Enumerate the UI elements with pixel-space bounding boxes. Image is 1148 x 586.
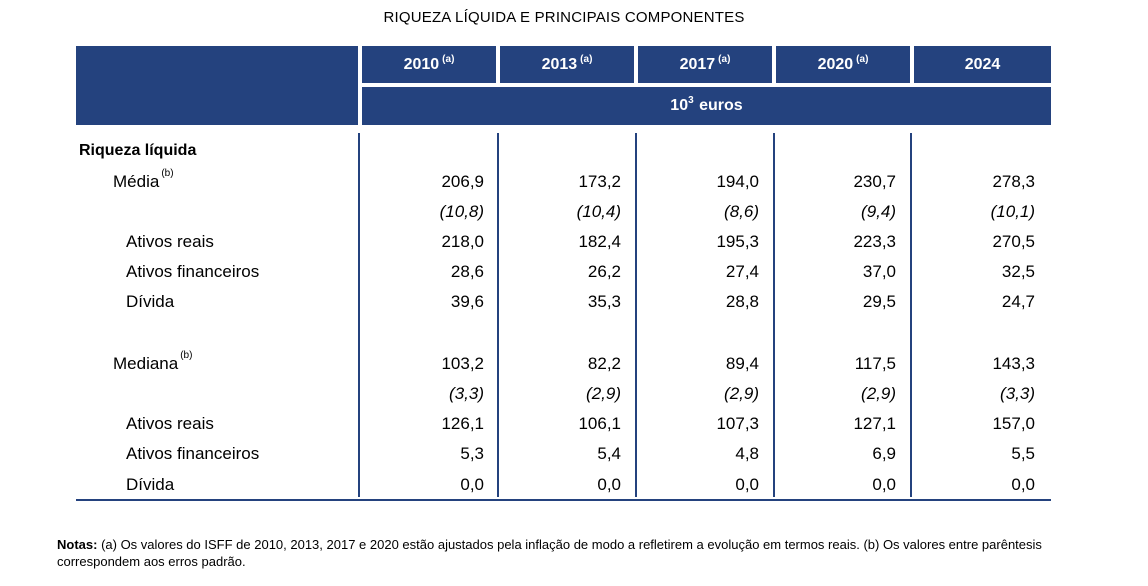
table-cell: 89,4 bbox=[725, 354, 759, 373]
table-cell: (2,9) bbox=[861, 384, 896, 403]
table-cell: 126,1 bbox=[441, 414, 484, 433]
column-year: 2010 bbox=[403, 55, 440, 73]
table-cell: 0,0 bbox=[1011, 475, 1035, 494]
table-cell: 194,0 bbox=[716, 172, 759, 191]
unit-exponent: 3 bbox=[688, 94, 694, 106]
table-cell: (9,4) bbox=[861, 202, 896, 221]
column-year: 2017 bbox=[679, 55, 716, 73]
column-note: (a) bbox=[856, 54, 869, 65]
row-label: Dívida bbox=[126, 292, 175, 311]
row-label: Ativos financeiros bbox=[126, 444, 260, 463]
table-cell: (3,3) bbox=[1000, 384, 1035, 403]
table-cell: 29,5 bbox=[862, 292, 896, 311]
row-label: Ativos reais bbox=[126, 232, 214, 251]
table-cell: 270,5 bbox=[992, 232, 1035, 251]
table-cell: 37,0 bbox=[862, 262, 896, 281]
table-cell: 117,5 bbox=[854, 354, 896, 373]
table-cell: 195,3 bbox=[716, 232, 759, 251]
section-title: Riqueza líquida bbox=[79, 142, 197, 159]
column-note: (a) bbox=[580, 54, 593, 65]
table-cell: 0,0 bbox=[872, 475, 896, 494]
table-cell: 0,0 bbox=[460, 475, 484, 494]
row-note: (b) bbox=[161, 168, 174, 180]
table-bottom-border bbox=[76, 499, 1051, 501]
table-cell: 107,3 bbox=[716, 414, 759, 433]
table-cell: 218,0 bbox=[441, 232, 484, 251]
table-cell: (10,8) bbox=[439, 202, 484, 221]
table-cell: 230,7 bbox=[853, 172, 896, 191]
table-cell: (10,4) bbox=[576, 202, 621, 221]
row-label-media: Média (b) bbox=[113, 168, 174, 192]
table-cell: 0,0 bbox=[735, 475, 759, 494]
unit-header: 10 3 euros bbox=[362, 87, 1051, 125]
table-cell: 27,4 bbox=[725, 262, 759, 281]
table-cell: 39,6 bbox=[450, 292, 484, 311]
column-year: 2020 bbox=[817, 55, 854, 73]
row-note: (b) bbox=[180, 350, 193, 362]
row-label-mediana: Mediana (b) bbox=[113, 350, 192, 374]
table-cell: 4,8 bbox=[735, 444, 759, 463]
column-divider bbox=[910, 133, 912, 497]
column-divider bbox=[773, 133, 775, 497]
table-cell: (2,9) bbox=[724, 384, 759, 403]
table-cell: 28,6 bbox=[450, 262, 484, 281]
row-label: Ativos reais bbox=[126, 414, 214, 433]
notes-prefix: Notas: bbox=[57, 537, 98, 552]
table-cell: 278,3 bbox=[992, 172, 1035, 191]
column-divider bbox=[358, 133, 360, 497]
table-cell: 5,5 bbox=[1011, 444, 1035, 463]
table-cell: 5,4 bbox=[597, 444, 621, 463]
table-cell: 82,2 bbox=[587, 354, 621, 373]
table-title: RIQUEZA LÍQUIDA E PRINCIPAIS COMPONENTES bbox=[383, 9, 745, 26]
header-corner-cell bbox=[76, 46, 358, 125]
column-header-2024: 2024 bbox=[914, 46, 1051, 83]
column-header-2020: 2020 (a) bbox=[776, 46, 910, 83]
table-cell: (8,6) bbox=[724, 202, 759, 221]
column-note: (a) bbox=[718, 54, 731, 65]
table-cell: 127,1 bbox=[853, 414, 896, 433]
table-cell: 182,4 bbox=[578, 232, 621, 251]
table-cell: 173,2 bbox=[578, 172, 621, 191]
table-cell: (2,9) bbox=[586, 384, 621, 403]
row-label: Ativos financeiros bbox=[126, 262, 260, 281]
notes-text: (a) Os valores do ISFF de 2010, 2013, 20… bbox=[57, 537, 1042, 569]
table-cell: 35,3 bbox=[587, 292, 621, 311]
column-header-2013: 2013 (a) bbox=[500, 46, 634, 83]
unit-label: euros bbox=[699, 97, 743, 114]
column-divider bbox=[497, 133, 499, 497]
table-cell: (3,3) bbox=[449, 384, 484, 403]
table-cell: 0,0 bbox=[597, 475, 621, 494]
table-cell: 143,3 bbox=[992, 354, 1035, 373]
column-note: (a) bbox=[442, 54, 455, 65]
table-cell: 106,1 bbox=[578, 414, 621, 433]
table-cell: 103,2 bbox=[441, 354, 484, 373]
table-cell: 206,9 bbox=[441, 172, 484, 191]
table-cell: 24,7 bbox=[1001, 292, 1035, 311]
column-year: 2013 bbox=[541, 55, 578, 73]
table-cell: 157,0 bbox=[992, 414, 1035, 433]
table-cell: (10,1) bbox=[990, 202, 1035, 221]
column-year: 2024 bbox=[964, 55, 1001, 73]
table-cell: 5,3 bbox=[460, 444, 484, 463]
table-cell: 32,5 bbox=[1001, 262, 1035, 281]
table-cell: 223,3 bbox=[853, 232, 896, 251]
table-cell: 26,2 bbox=[587, 262, 621, 281]
footnotes: Notas: (a) Os valores do ISFF de 2010, 2… bbox=[57, 536, 1077, 570]
row-label: Média bbox=[113, 172, 160, 191]
column-divider bbox=[635, 133, 637, 497]
row-label: Dívida bbox=[126, 475, 175, 494]
column-header-2010: 2010 (a) bbox=[362, 46, 496, 83]
column-header-2017: 2017 (a) bbox=[638, 46, 772, 83]
table-cell: 6,9 bbox=[872, 444, 896, 463]
row-label: Mediana bbox=[113, 354, 179, 373]
unit-base: 10 bbox=[670, 97, 689, 114]
table-cell: 28,8 bbox=[725, 292, 759, 311]
